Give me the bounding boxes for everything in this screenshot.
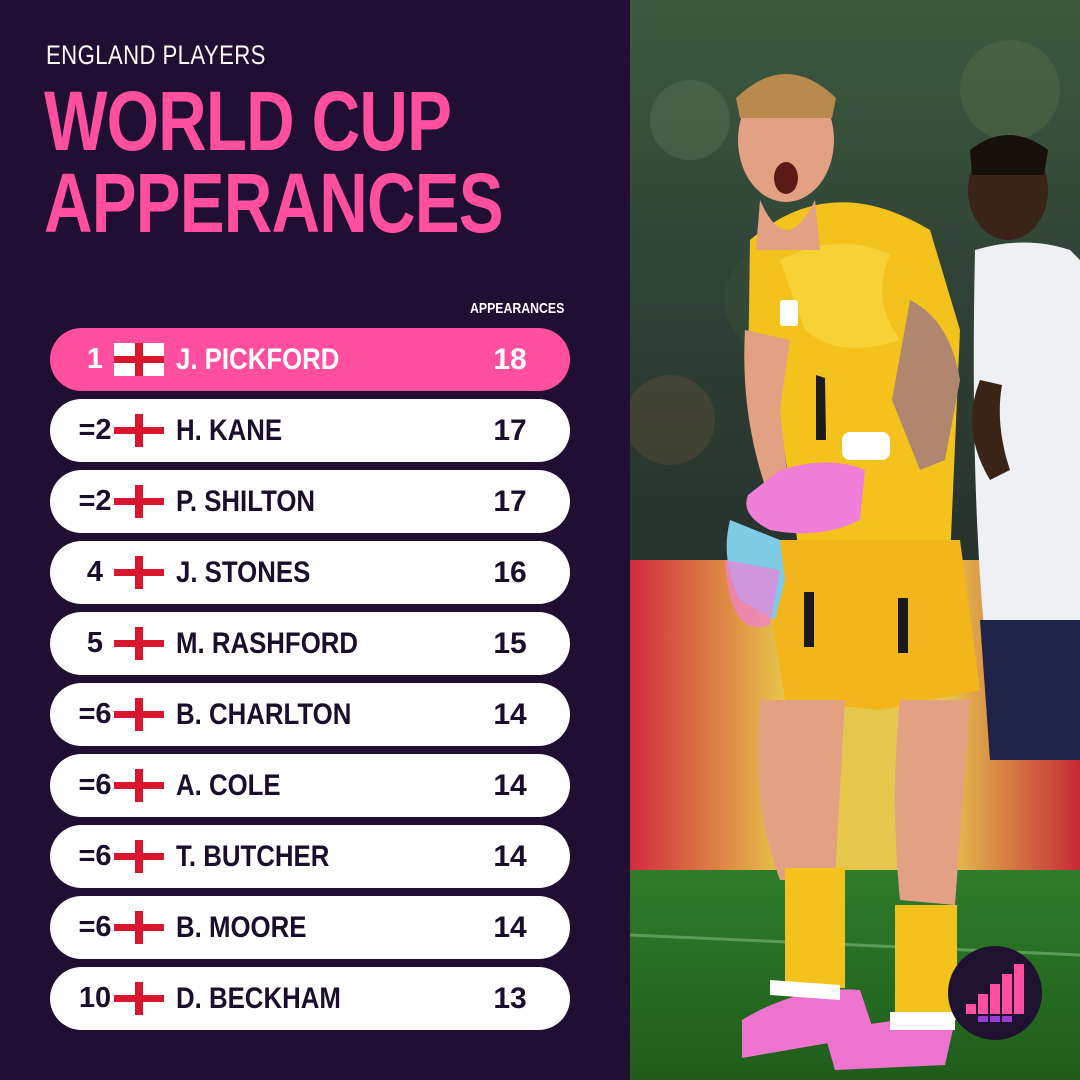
ranking-row: 1 J. PICKFORD 18 [50,328,570,391]
appearance-count: 17 [493,414,527,447]
ranking-row: =2 H. KANE 17 [50,399,570,462]
appearance-count: 18 [493,343,527,376]
england-flag-icon [114,769,164,802]
player-name: J. PICKFORD [176,343,340,376]
appearance-count: 14 [493,769,527,802]
title-line-1: WORLD CUP [44,74,452,168]
ranking-row: 5 M. RASHFORD 15 [50,612,570,675]
appearance-count: 13 [493,982,527,1015]
rank-label: =6 [78,911,112,943]
appearance-count: 15 [493,627,527,660]
bar-stairs-logo-icon [948,946,1042,1040]
player-name: B. CHARLTON [176,698,352,731]
player-name: D. BECKHAM [176,982,341,1015]
appearance-count: 16 [493,556,527,589]
player-name: J. STONES [176,556,311,589]
left-panel: ENGLAND PLAYERS WORLD CUP APPERANCES APP… [44,40,570,1038]
rank-label: =6 [78,840,112,872]
player-name: H. KANE [176,414,283,447]
rank-label: 5 [86,627,104,659]
england-flag-icon [114,911,164,944]
appearance-count: 17 [493,485,527,518]
rank-label: =2 [78,414,112,446]
player-name: M. RASHFORD [176,627,359,660]
rank-label: =2 [78,485,112,517]
title-line-2: APPERANCES [44,156,504,250]
rank-label: 10 [78,982,112,1014]
rank-label: 1 [86,343,104,375]
england-flag-icon [114,698,164,731]
player-name: B. MOORE [176,911,307,944]
england-flag-icon [114,556,164,589]
england-flag-icon [114,840,164,873]
kicker-text: ENGLAND PLAYERS [46,40,266,70]
player-name: T. BUTCHER [176,840,330,873]
ranking-row: =6 B. CHARLTON 14 [50,683,570,746]
ranking-row: 10 D. BECKHAM 13 [50,967,570,1030]
ranking-row: =6 A. COLE 14 [50,754,570,817]
rank-label: =6 [78,698,112,730]
england-flag-icon [114,982,164,1015]
appearance-count: 14 [493,911,527,944]
ranking-row: =2 P. SHILTON 17 [50,470,570,533]
goalkeeper-photo [630,0,1080,1080]
appearance-count: 14 [493,840,527,873]
appearances-column-header: APPEARANCES [470,300,565,317]
player-name: A. COLE [176,769,281,802]
rank-label: =6 [78,769,112,801]
ranking-row: =6 T. BUTCHER 14 [50,825,570,888]
rank-label: 4 [86,556,104,588]
england-flag-icon [114,627,164,660]
ranking-list: 1 J. PICKFORD 18 =2 H. KANE 17 =2 P. SHI… [50,328,570,1038]
ranking-row: =6 B. MOORE 14 [50,896,570,959]
page-title: WORLD CUP APPERANCES [44,74,504,250]
england-flag-icon [114,343,164,376]
player-name: P. SHILTON [176,485,316,518]
appearance-count: 14 [493,698,527,731]
ranking-row: 4 J. STONES 16 [50,541,570,604]
england-flag-icon [114,414,164,447]
england-flag-icon [114,485,164,518]
